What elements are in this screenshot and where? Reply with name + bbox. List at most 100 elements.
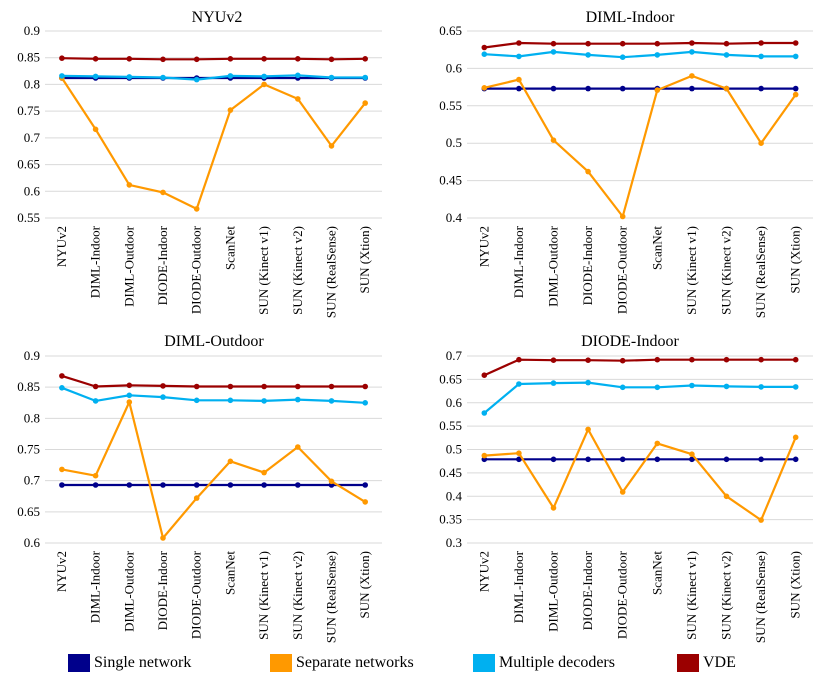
y-tick-label: 0.65 [439, 23, 462, 38]
data-point-single-network [516, 456, 522, 463]
data-point-vde [550, 40, 557, 47]
x-tick-label: SUN (Xtion) [788, 551, 803, 619]
y-tick-label: 0.8 [24, 76, 40, 91]
legend-swatch-single-network [68, 654, 90, 672]
chart-nyuv2: NYUv2 0.55 0.6 0.65 0.7 0.75 0.8 0.85 0.9 NYUv2 DI… [17, 9, 382, 318]
legend: Single network Separate networks Multipl… [0, 648, 831, 678]
data-point-vde [516, 356, 522, 363]
y-tick-label: 0.85 [17, 379, 40, 394]
data-point-separate-networks [619, 489, 626, 495]
y-tick-label: 0.45 [439, 465, 462, 480]
data-point-multiple-decoders [654, 384, 661, 391]
data-point-multiple-decoders [227, 397, 234, 404]
y-tick-label: 0.65 [17, 157, 40, 172]
data-point-separate-networks [261, 469, 267, 476]
chart-diml-outdoor: DIML-Outdoor 0.6 0.65 0.7 0.75 0.8 0.85 0.9 NYUv… [17, 333, 382, 643]
data-point-separate-networks [550, 137, 557, 143]
x-tick-label: DIML-Outdoor [121, 225, 136, 307]
legend-item-separate-networks: Separate networks [270, 654, 414, 672]
x-tick-label: ScanNet [649, 551, 664, 595]
data-point-single-network [516, 85, 522, 92]
data-point-vde [481, 372, 488, 379]
y-tick-label: 0.55 [17, 210, 40, 225]
legend-item-multiple-decoders: Multiple decoders [473, 654, 615, 672]
data-point-multiple-decoders [261, 73, 267, 80]
data-point-multiple-decoders [328, 74, 335, 81]
data-point-vde [362, 383, 369, 390]
data-point-separate-networks [160, 189, 166, 196]
data-point-multiple-decoders [585, 379, 591, 386]
x-tick-label: DIML-Outdoor [121, 550, 136, 632]
data-point-multiple-decoders [160, 74, 166, 81]
chart-diml-indoor: DIML-Indoor 0.4 0.45 0.5 0.55 0.6 0.65 NYUv2 DIM… [439, 9, 813, 318]
data-point-multiple-decoders [362, 400, 369, 406]
y-tick-label: 0.7 [24, 130, 41, 145]
chart-title: DIML-Indoor [586, 9, 676, 26]
data-point-vde [328, 56, 335, 63]
data-point-separate-networks [261, 81, 267, 88]
data-point-separate-networks [585, 426, 591, 433]
data-point-separate-networks [227, 458, 234, 465]
data-point-single-network [92, 482, 99, 488]
data-point-separate-networks [362, 499, 369, 505]
data-point-multiple-decoders [126, 392, 133, 399]
data-point-vde [585, 40, 591, 47]
legend-item-vde: VDE [677, 654, 736, 672]
legend-label-multiple-decoders: Multiple decoders [499, 654, 615, 671]
data-point-single-network [261, 482, 267, 488]
data-point-separate-networks [92, 472, 99, 479]
x-tick-label: SUN (Kinect v1) [256, 551, 271, 640]
data-point-separate-networks [481, 85, 488, 91]
chart-title: DIODE-Indoor [581, 333, 679, 350]
data-point-multiple-decoders [126, 74, 133, 80]
x-tick-label: ScanNet [222, 551, 237, 595]
legend-item-single-network: Single network [68, 654, 191, 672]
data-point-separate-networks [328, 143, 335, 149]
y-tick-label: 0.75 [17, 442, 40, 457]
data-point-multiple-decoders [92, 398, 99, 404]
data-point-multiple-decoders [619, 384, 626, 391]
chart-title: DIML-Outdoor [164, 333, 264, 350]
data-point-separate-networks [516, 450, 522, 457]
data-point-multiple-decoders [193, 76, 200, 83]
x-tick-label: NYUv2 [54, 226, 69, 267]
x-tick-label: DIODE-Outdoor [615, 225, 630, 314]
data-point-multiple-decoders [619, 54, 626, 60]
data-point-separate-networks [126, 399, 133, 405]
data-point-single-network [550, 85, 557, 92]
data-point-multiple-decoders [92, 73, 99, 80]
legend-label-single-network: Single network [94, 654, 192, 671]
data-point-vde [126, 56, 133, 62]
x-tick-label: DIODE-Outdoor [189, 550, 204, 639]
data-point-multiple-decoders [481, 410, 488, 416]
data-point-multiple-decoders [758, 384, 764, 390]
x-tick-label: DIML-Outdoor [546, 225, 561, 307]
x-tick-label: ScanNet [222, 226, 237, 270]
y-tick-label: 0.4 [446, 488, 463, 503]
data-point-vde [481, 44, 488, 51]
data-point-multiple-decoders [550, 380, 557, 386]
x-tick-label: SUN (Kinect v2) [719, 551, 734, 640]
data-point-separate-networks [227, 107, 234, 113]
data-point-separate-networks [550, 505, 557, 511]
y-tick-label: 0.9 [24, 348, 40, 363]
data-point-multiple-decoders [59, 385, 65, 391]
y-tick-label: 0.9 [24, 23, 40, 38]
y-tick-label: 0.6 [446, 395, 463, 410]
data-point-vde [193, 383, 200, 390]
data-point-vde [689, 40, 695, 46]
data-point-vde [758, 40, 764, 46]
data-point-single-network [585, 85, 591, 92]
data-point-single-network [654, 456, 661, 463]
x-tick-label: SUN (Kinect v2) [290, 226, 305, 315]
data-point-separate-networks [295, 96, 301, 102]
series-line-separate-networks [484, 74, 797, 218]
data-point-vde [516, 40, 522, 46]
data-point-multiple-decoders [193, 397, 200, 404]
x-tick-label: SUN (Kinect v1) [684, 551, 699, 640]
data-point-multiple-decoders [295, 396, 301, 403]
data-point-vde [160, 383, 166, 389]
data-point-vde [92, 56, 99, 62]
x-tick-label: SUN (RealSense) [753, 551, 768, 643]
